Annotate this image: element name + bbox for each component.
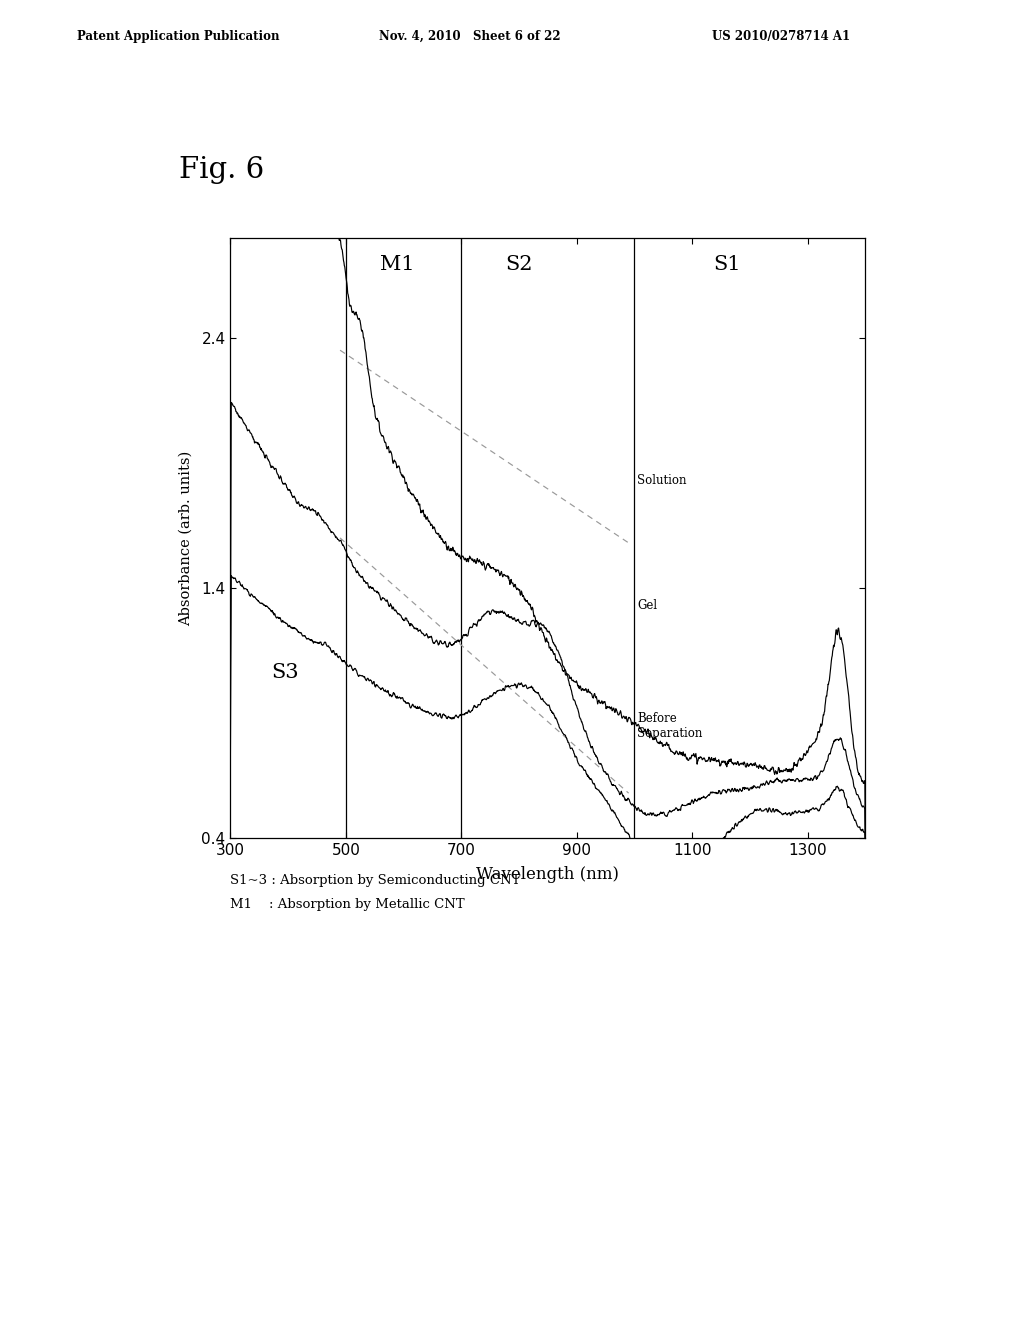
Text: S1~3 : Absorption by Semiconducting CNT: S1~3 : Absorption by Semiconducting CNT xyxy=(230,874,521,887)
Text: Nov. 4, 2010   Sheet 6 of 22: Nov. 4, 2010 Sheet 6 of 22 xyxy=(379,29,560,42)
Text: S1: S1 xyxy=(713,255,740,275)
Text: S3: S3 xyxy=(271,663,299,682)
Text: Patent Application Publication: Patent Application Publication xyxy=(77,29,280,42)
Text: Gel: Gel xyxy=(637,599,657,612)
Text: S2: S2 xyxy=(505,255,532,275)
Y-axis label: Absorbance (arb. units): Absorbance (arb. units) xyxy=(179,450,194,626)
Text: US 2010/0278714 A1: US 2010/0278714 A1 xyxy=(712,29,850,42)
Text: Before
Separation: Before Separation xyxy=(637,711,702,739)
X-axis label: Wavelength (nm): Wavelength (nm) xyxy=(476,866,620,883)
Text: Solution: Solution xyxy=(637,474,687,487)
Text: Fig. 6: Fig. 6 xyxy=(179,156,264,185)
Text: M1    : Absorption by Metallic CNT: M1 : Absorption by Metallic CNT xyxy=(230,898,465,911)
Text: M1: M1 xyxy=(381,255,415,275)
